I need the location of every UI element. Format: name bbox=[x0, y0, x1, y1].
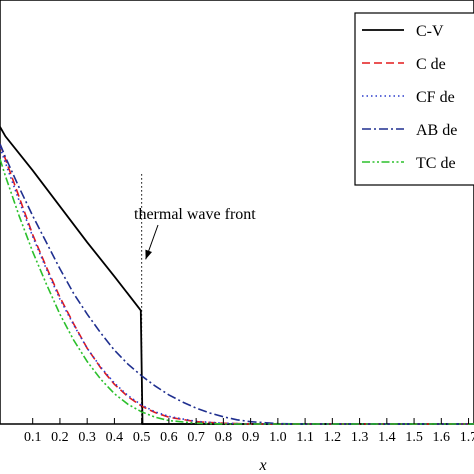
x-tick-label: 1.6 bbox=[433, 430, 451, 445]
legend-label-1: C de bbox=[416, 56, 446, 73]
x-tick-label: 1.1 bbox=[296, 430, 314, 445]
legend-box bbox=[354, 12, 474, 186]
x-tick-label: 1.2 bbox=[324, 430, 342, 445]
x-axis-label: x bbox=[258, 457, 266, 474]
annotation-arrowhead bbox=[145, 249, 152, 260]
x-tick-label: 1.0 bbox=[269, 430, 287, 445]
series-line-3 bbox=[0, 143, 474, 425]
x-tick-label: 0.2 bbox=[51, 430, 69, 445]
x-tick-label: 0.7 bbox=[187, 430, 205, 445]
legend-label-4: TC de bbox=[416, 155, 456, 172]
x-tick-label: 0.3 bbox=[78, 430, 96, 445]
x-tick-label: 0.9 bbox=[242, 430, 260, 445]
legend-label-0: C-V bbox=[416, 23, 444, 40]
x-tick-label: 1.4 bbox=[378, 430, 396, 445]
series-line-4 bbox=[0, 158, 474, 425]
x-tick-label: 0.8 bbox=[215, 430, 233, 445]
x-tick-label: 0.1 bbox=[24, 430, 42, 445]
x-tick-label: 1.5 bbox=[405, 430, 423, 445]
annotation-layer: thermal wave front bbox=[134, 174, 256, 424]
x-tick-label: 0.5 bbox=[133, 430, 151, 445]
annotation-text: thermal wave front bbox=[134, 206, 256, 223]
x-tick-label: 1.3 bbox=[351, 430, 369, 445]
legend: C-V C de CF de AB de TC de bbox=[354, 12, 474, 186]
x-axis: 0.1 0.2 0.3 0.4 0.5 0.6 0.7 0.8 0.9 1.0 1.1 1.2 1.3 1… bbox=[24, 418, 474, 445]
legend-label-3: AB de bbox=[416, 122, 457, 139]
x-tick-label: 0.4 bbox=[106, 430, 124, 445]
legend-label-2: CF de bbox=[416, 89, 455, 106]
x-tick-label: 0.6 bbox=[160, 430, 178, 445]
x-tick-label: 1.7 bbox=[460, 430, 474, 445]
